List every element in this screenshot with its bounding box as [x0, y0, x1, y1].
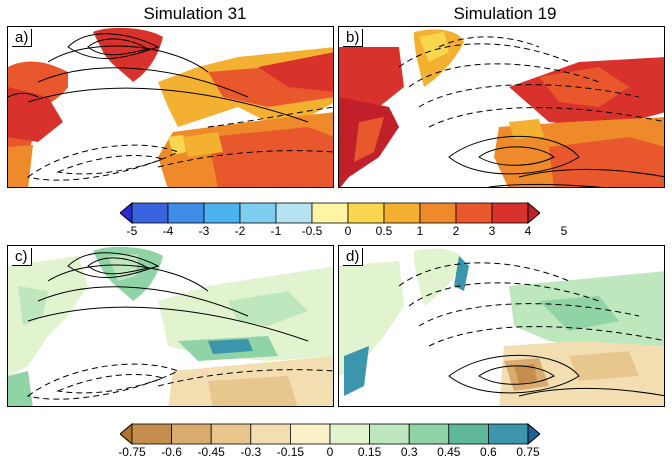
- panel-b-map: b): [338, 26, 665, 188]
- colorbar-bottom-tick-label: -0.3: [240, 445, 262, 459]
- colorbar-top-swatch-10: [455, 202, 493, 224]
- colorbar-top-tick-label: 0.5: [375, 224, 393, 238]
- colorbar-top-swatch-9: [419, 202, 457, 224]
- colorbar-bottom-tick-label: 0.75: [516, 445, 540, 459]
- colorbar-top-swatch-2: [167, 202, 205, 224]
- colorbar-top-tick-label: 2: [452, 224, 460, 238]
- colorbar-top-tick-label: -1: [270, 224, 282, 238]
- colorbar-bottom-swatch-7: [369, 423, 410, 445]
- colorbar-top-tick-label: -3: [198, 224, 210, 238]
- colorbar-top-tick-label: 1: [416, 224, 424, 238]
- colorbar-top-swatch-4: [239, 202, 277, 224]
- colorbar-temperature: -5 -4 -3 -2 -1 -0.5 0 0.5 1 2 3 4 5: [119, 201, 567, 242]
- colorbar-top-tick-label: 3: [488, 224, 496, 238]
- colorbar-bottom-swatch-2: [171, 423, 212, 445]
- colorbar-top-tick-label: -5: [126, 224, 138, 238]
- colorbar-bottom-swatch-10: [487, 423, 529, 445]
- colorbar-top-tick-label: 5: [560, 224, 568, 238]
- colorbar-bottom-tick-label: 0.6: [480, 445, 497, 459]
- panel-b-label: b): [343, 29, 364, 47]
- colorbar-top-swatch-5: [275, 202, 313, 224]
- colorbar-bottom-swatch-4: [250, 423, 291, 445]
- colorbar-bottom-tick-label: 0.15: [357, 445, 382, 459]
- colorbar-bottom-tick-label: -0.75: [118, 445, 146, 459]
- colorbar-bottom-swatch-11: [527, 422, 541, 446]
- colorbar-top-swatch-0: [119, 201, 133, 225]
- panel-c-map: c): [7, 245, 334, 407]
- colorbar-bottom-swatch-9: [448, 423, 489, 445]
- colorbar-top-tick-label: -0.5: [301, 224, 323, 238]
- colorbar-bottom-tick-label: -0.6: [161, 445, 182, 459]
- colorbar-top-swatch-1: [131, 202, 169, 224]
- colorbar-top-swatch-7: [347, 202, 385, 224]
- colorbar-bottom-swatch-1: [131, 423, 172, 445]
- colorbar-bottom-swatch-3: [210, 423, 252, 445]
- title-simulation-31: Simulation 31: [143, 4, 247, 23]
- colorbar-top-swatch-8: [383, 202, 421, 224]
- panel-d-map: d): [338, 245, 665, 407]
- colorbar-top-swatch-11: [491, 202, 529, 224]
- colorbar-top-swatch-6: [311, 202, 349, 224]
- colorbar-bottom-tick-label: 0.3: [400, 445, 418, 459]
- title-simulation-19: Simulation 19: [453, 4, 557, 23]
- colorbar-top-tick-label: 0: [344, 224, 352, 238]
- colorbar-bottom-swatch-8: [408, 423, 450, 445]
- panel-d-label: d): [343, 248, 364, 266]
- colorbar-anomaly: -0.75 -0.6 -0.45 -0.3 -0.15 0 0.15 0.3 0.45 0.6 0.…: [118, 422, 541, 463]
- panel-a-map: a): [7, 26, 334, 188]
- panel-a-label: a): [12, 29, 33, 47]
- panel-c-label: c): [12, 248, 32, 266]
- colorbar-top-tick-label: -4: [162, 224, 174, 238]
- colorbar-bottom-swatch-0: [119, 422, 133, 446]
- colorbar-top-tick-label: 4: [524, 224, 532, 238]
- colorbar-bottom-tick-label: -0.15: [276, 445, 305, 459]
- colorbar-bottom-tick-label: -0.45: [197, 445, 225, 459]
- colorbar-bottom-tick-label: 0: [326, 445, 334, 459]
- colorbar-top-tick-label: -2: [234, 224, 246, 238]
- colorbar-bottom-swatch-5: [289, 423, 331, 445]
- colorbar-top-swatch-12: [527, 201, 541, 225]
- colorbar-bottom-tick-label: 0.45: [437, 445, 461, 459]
- colorbar-top-swatch-3: [203, 202, 241, 224]
- colorbar-bottom-swatch-6: [329, 423, 370, 445]
